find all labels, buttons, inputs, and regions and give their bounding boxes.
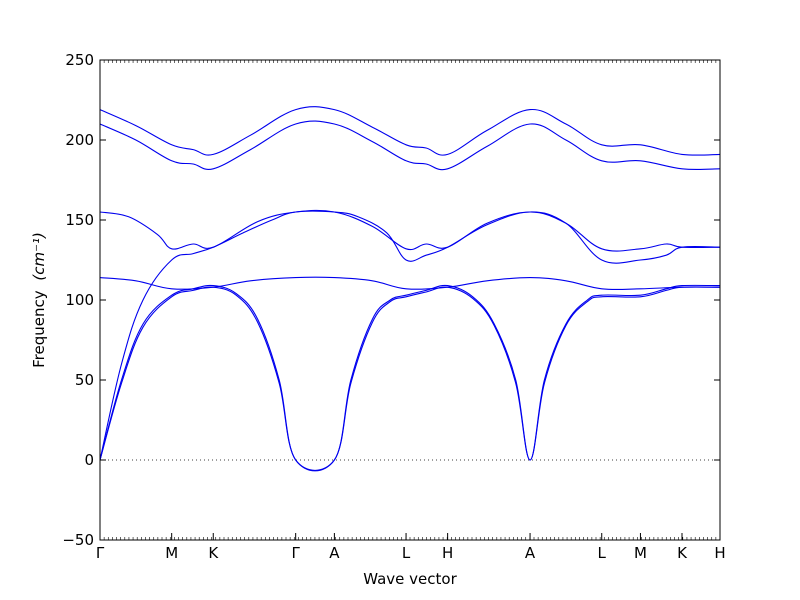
- y-tick-label: −50: [62, 531, 94, 549]
- x-axis-label: Wave vector: [363, 570, 457, 588]
- x-tick-label: Γ: [291, 544, 300, 562]
- y-axis-label-text: Frequency: [30, 290, 48, 368]
- band-line-6: [99, 284, 721, 472]
- y-axis-label-unit: (cm⁻¹): [30, 232, 48, 281]
- band-line-4: [99, 210, 721, 461]
- x-tick-label: Γ: [96, 544, 105, 562]
- plot-frame: [99, 59, 721, 541]
- y-axis: −50 0 50 100 150 200 250: [62, 51, 720, 549]
- y-tick-label: 250: [65, 51, 94, 69]
- x-tick-label: M: [634, 544, 647, 562]
- x-tick-label: H: [714, 544, 725, 562]
- y-tick-label: 50: [75, 371, 94, 389]
- y-tick-label: 200: [65, 131, 94, 149]
- y-tick-label: 0: [84, 451, 94, 469]
- x-tick-label: A: [525, 544, 536, 562]
- y-tick-label: 100: [65, 291, 94, 309]
- y-tick-label: 150: [65, 211, 94, 229]
- x-tick-label: K: [677, 544, 688, 562]
- y-axis-label: Frequency (cm⁻¹): [30, 232, 48, 368]
- x-tick-label: L: [402, 544, 411, 562]
- x-tick-label: L: [598, 544, 607, 562]
- band-line-5: [99, 276, 721, 291]
- band-line-3: [99, 209, 721, 252]
- band-line-1: [99, 106, 721, 156]
- x-tick-label: A: [329, 544, 340, 562]
- band-line-7: [99, 286, 721, 471]
- x-tick-label: H: [442, 544, 453, 562]
- x-tick-label: M: [165, 544, 178, 562]
- band-line-2: [99, 120, 721, 171]
- plot-area: [99, 106, 721, 472]
- x-tick-label: K: [208, 544, 219, 562]
